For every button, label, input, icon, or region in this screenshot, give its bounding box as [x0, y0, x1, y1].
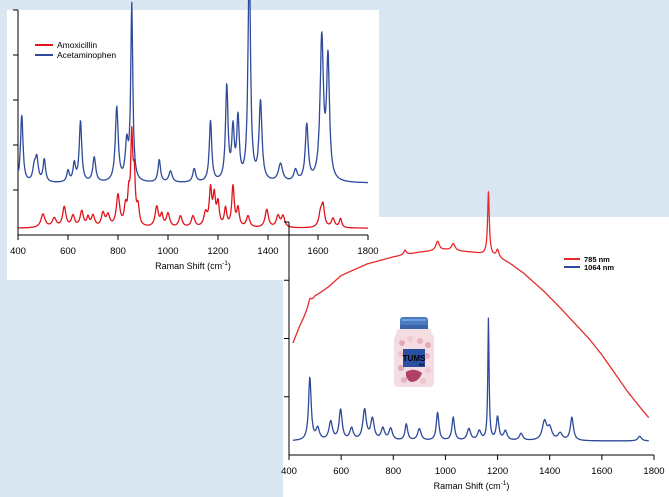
x-tick-label: 1400	[539, 466, 560, 477]
x-tick-label: 1200	[207, 246, 228, 257]
x-axis-label: Raman Shift (cm-1)	[434, 480, 510, 491]
x-tick-label: 600	[333, 466, 349, 477]
x-axis-label-sup: -1	[222, 260, 228, 267]
x-tick-label: 1000	[157, 246, 178, 257]
x-axis-label: Raman Shift (cm-1)	[155, 260, 231, 271]
series-line-1	[17, 0, 369, 184]
tums-bottle-label: TUMS	[403, 354, 426, 363]
x-axis-label-tail: )	[506, 481, 509, 491]
x-tick-label: 1800	[643, 466, 664, 477]
x-tick-label: 400	[10, 246, 26, 257]
series-line-0	[18, 125, 369, 229]
x-axis-label-tail: )	[228, 261, 231, 271]
legend-label-1: Acetaminophen	[57, 50, 116, 60]
legend-label-0: 785 nm	[584, 255, 610, 264]
x-axis-label-main: Raman Shift (cm	[434, 481, 501, 491]
chart-panel-bottom	[283, 217, 669, 497]
x-tick-label: 1200	[487, 466, 508, 477]
x-tick-label: 800	[110, 246, 126, 257]
tums-bottle-image: TUMS EX	[394, 317, 434, 387]
x-tick-label: 1600	[591, 466, 612, 477]
x-tick-label: 600	[60, 246, 76, 257]
x-tick-label: 1400	[257, 246, 278, 257]
x-tick-label: 400	[281, 466, 297, 477]
legend-label-1: 1064 nm	[584, 263, 614, 272]
x-tick-label: 1000	[435, 466, 456, 477]
x-tick-label: 1800	[357, 246, 378, 257]
legend-label-0: Amoxicillin	[57, 40, 97, 50]
series-line-1	[292, 317, 650, 442]
series-line-0	[292, 191, 650, 419]
tums-bottle-sublabel: EX	[419, 362, 425, 367]
x-axis-label-sup: -1	[501, 480, 507, 487]
x-axis-label-main: Raman Shift (cm	[155, 261, 222, 271]
x-tick-label: 800	[385, 466, 401, 477]
x-tick-label: 1600	[307, 246, 328, 257]
